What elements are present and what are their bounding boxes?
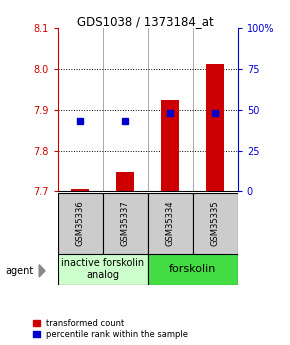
Text: GSM35334: GSM35334 xyxy=(166,200,175,246)
Bar xyxy=(206,65,224,191)
Polygon shape xyxy=(39,265,45,277)
Bar xyxy=(116,172,134,191)
Bar xyxy=(103,193,148,254)
Text: agent: agent xyxy=(6,266,34,276)
Text: forskolin: forskolin xyxy=(169,264,217,274)
Text: GDS1038 / 1373184_at: GDS1038 / 1373184_at xyxy=(77,16,213,29)
Bar xyxy=(71,189,89,191)
Text: GSM35335: GSM35335 xyxy=(211,200,220,246)
Bar xyxy=(58,254,148,285)
Bar xyxy=(58,193,103,254)
Bar xyxy=(161,100,179,191)
Bar xyxy=(148,193,193,254)
Text: GSM35337: GSM35337 xyxy=(121,200,130,246)
Legend: transformed count, percentile rank within the sample: transformed count, percentile rank withi… xyxy=(33,319,188,339)
Text: GSM35336: GSM35336 xyxy=(76,200,85,246)
Bar xyxy=(148,254,238,285)
Text: inactive forskolin
analog: inactive forskolin analog xyxy=(61,258,144,280)
Bar xyxy=(193,193,238,254)
